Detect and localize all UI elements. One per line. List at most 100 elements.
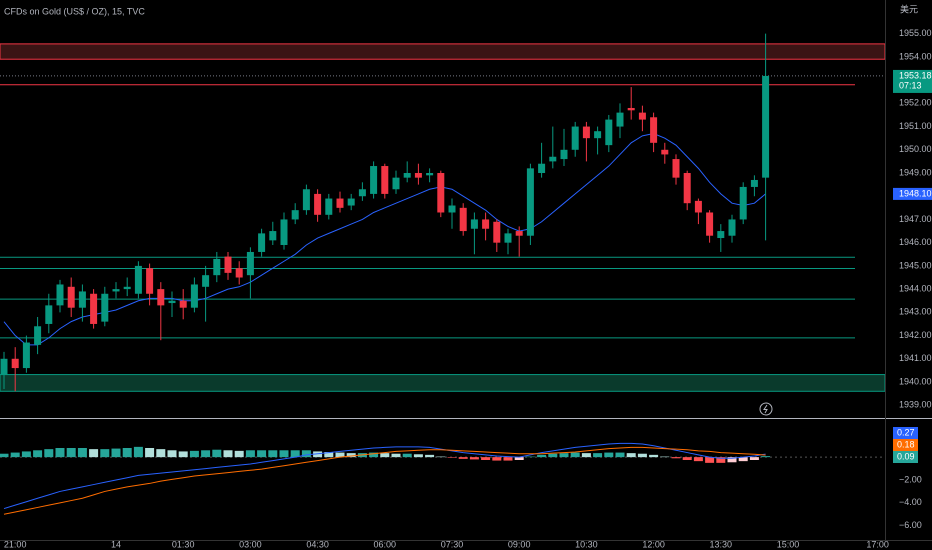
alert-circle[interactable] [759, 402, 773, 416]
histogram-bar [245, 450, 255, 458]
y-tick-label: 1950.00 [899, 144, 932, 154]
zone [0, 374, 886, 392]
candle-body [258, 233, 266, 252]
candle-body [526, 168, 534, 236]
histogram-bar [100, 449, 110, 458]
candle-body [706, 212, 714, 236]
candle-body [179, 300, 187, 308]
histogram-bar [268, 450, 278, 458]
histogram-bar [660, 456, 670, 458]
histogram-bar [66, 448, 76, 458]
candle-body [717, 231, 725, 239]
y-tick-label: 1947.00 [899, 214, 932, 224]
candle-body [336, 198, 344, 208]
y-tick-label: 1955.00 [899, 28, 932, 38]
histogram-bar [570, 452, 580, 458]
histogram-bar [55, 448, 65, 458]
histogram-bar [279, 450, 289, 458]
histogram-bar [257, 450, 267, 458]
currency-label: 美元 [900, 3, 918, 14]
candle-body [650, 117, 658, 143]
histogram-bar [313, 451, 323, 458]
histogram-bar [335, 452, 345, 458]
histogram-bar [525, 456, 535, 458]
histogram-bar [77, 448, 87, 458]
candle-body [560, 149, 568, 160]
histogram-bar [122, 448, 132, 458]
candle-body [414, 173, 422, 178]
alert-bolt [763, 404, 768, 414]
candle-body [11, 358, 19, 369]
candle-body [605, 119, 613, 146]
macd-line [3, 442, 766, 510]
histogram-bar [201, 450, 211, 458]
candle-body [493, 221, 501, 243]
candle-body [683, 173, 691, 204]
x-tick-label: 21:00 [4, 539, 27, 549]
ma-tag [893, 187, 932, 200]
histogram-bar [727, 457, 737, 463]
candle-body [358, 189, 366, 197]
macd-tag-label: 0.27 [897, 427, 915, 437]
candle-body [22, 342, 30, 369]
y-tick-label: 1946.00 [899, 237, 932, 247]
histogram-bar [167, 450, 177, 458]
histogram-bar [693, 457, 703, 462]
candle-body [0, 358, 8, 376]
candle-body [246, 251, 254, 276]
histogram-bar [33, 450, 43, 458]
histogram-bar [682, 457, 692, 460]
histogram-bar [604, 452, 614, 458]
histogram-bar [593, 453, 603, 458]
candle-body [235, 268, 243, 278]
candle-body [101, 293, 109, 322]
candle-body [146, 268, 154, 294]
x-tick-label: 04:30 [306, 539, 329, 549]
histogram-bar [738, 457, 748, 462]
y-tick-label: 1945.00 [899, 260, 932, 270]
histogram-bar [111, 448, 121, 458]
histogram-bar [761, 456, 771, 458]
candle-body [168, 300, 176, 304]
signal-tag-label: 0.18 [897, 439, 915, 449]
candle-body [762, 75, 770, 178]
x-tick-label: 12:00 [642, 539, 665, 549]
candle-body [571, 126, 579, 150]
histogram-bar [223, 450, 233, 458]
histogram-bar [581, 453, 591, 458]
alert-icon[interactable] [759, 402, 773, 416]
candle-body [739, 186, 747, 220]
plot-layer [0, 33, 886, 392]
x-tick-label: 10:30 [575, 539, 598, 549]
histogram-bar [425, 454, 435, 458]
candle-body [638, 112, 646, 120]
x-tick-label: 15:00 [777, 539, 800, 549]
x-tick-label: 13:30 [710, 539, 733, 549]
histogram-bar [436, 456, 446, 458]
hist-tag-label: 0.09 [897, 451, 915, 461]
macd-tag [893, 427, 918, 439]
countdown-label: 07:13 [899, 80, 922, 90]
histogram-bar [559, 453, 569, 458]
candle-body [190, 284, 198, 308]
histogram-bar [156, 449, 166, 458]
histogram-bar [671, 457, 681, 459]
candle-body [728, 219, 736, 236]
signal-line [3, 446, 766, 515]
histogram-bar [503, 457, 513, 461]
y-tick-label: 1943.00 [899, 307, 932, 317]
candle-body [437, 173, 445, 213]
x-tick-label: 03:00 [239, 539, 262, 549]
candle-body [582, 126, 590, 139]
histogram-bar [145, 448, 155, 458]
histogram-bar [637, 453, 647, 458]
histogram-bar [749, 457, 759, 460]
x-tick-label: 14 [111, 539, 121, 549]
candle-body [403, 173, 411, 178]
candle-body [123, 286, 131, 290]
candle-body [202, 275, 210, 287]
candle-body [594, 131, 602, 139]
y-tick-label: 1952.00 [899, 98, 932, 108]
candle-body [56, 284, 64, 306]
